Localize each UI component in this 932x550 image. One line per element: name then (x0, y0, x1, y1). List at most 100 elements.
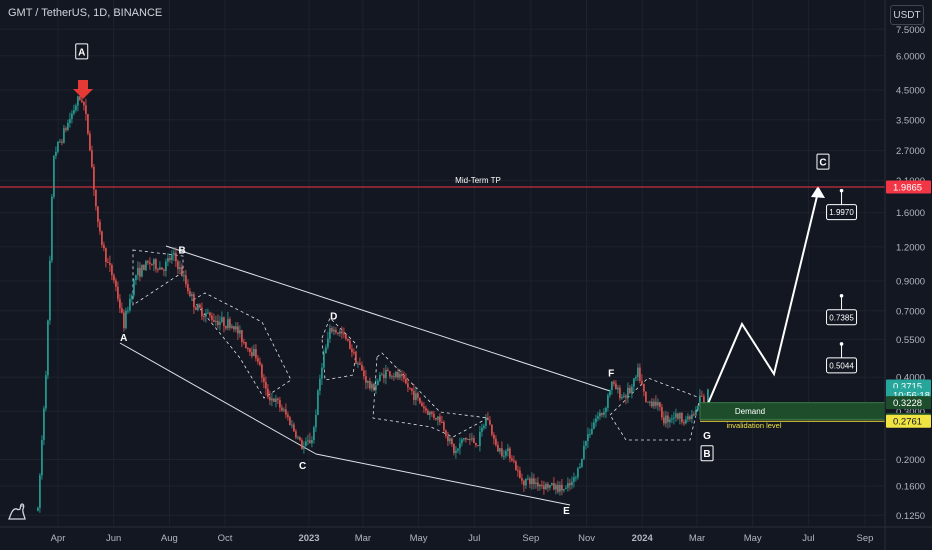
candle-body (491, 424, 493, 435)
symbol-title: GMT / TetherUS, 1D, BINANCE (8, 7, 163, 19)
candle-body (101, 231, 103, 245)
candle-body (367, 381, 369, 383)
candle-body (427, 410, 429, 415)
candle-body (347, 338, 349, 341)
candle-body (609, 389, 611, 396)
candle-body (133, 279, 135, 296)
candle-body (315, 414, 317, 428)
candle-body (281, 407, 283, 411)
candle-body (153, 259, 155, 265)
candle-body (415, 393, 417, 400)
candle-body (307, 440, 309, 442)
candle-body (217, 320, 219, 325)
candle-body (451, 438, 453, 444)
candle-body (215, 320, 217, 322)
candle-body (525, 478, 527, 486)
projection-arrowhead (811, 186, 825, 198)
candle-body (653, 401, 655, 407)
candle-body (575, 477, 577, 479)
time-tick-label: 2023 (298, 533, 319, 544)
candle-body (615, 383, 617, 390)
candle-body (309, 440, 311, 444)
candle-body (39, 475, 41, 508)
price-tick-label: 0.2000 (896, 455, 925, 466)
axis-price-tag (886, 396, 931, 410)
candle-body (589, 433, 591, 435)
target-box-value: 0.7385 (829, 313, 854, 322)
candle-body (287, 414, 289, 418)
candle-body (629, 387, 631, 393)
price-axis[interactable]: 7.50006.00004.50003.50002.70002.10001.60… (884, 0, 931, 550)
candle-body (509, 448, 511, 459)
time-tick-label: Jul (802, 533, 814, 544)
candle-body (565, 487, 567, 490)
candle-body (687, 416, 689, 420)
candle-body (125, 310, 127, 329)
candle-body (567, 483, 569, 488)
candle-body (503, 455, 505, 457)
candle-body (665, 415, 667, 424)
candle-body (621, 397, 623, 399)
candle-body (527, 478, 529, 480)
candle-body (43, 408, 45, 441)
candle-body (85, 105, 87, 115)
candle-body (469, 438, 471, 440)
candle-body (401, 374, 403, 377)
candle-body (141, 264, 143, 277)
candle-body (631, 386, 633, 393)
currency-button[interactable]: USDT (890, 5, 924, 25)
candle-body (457, 448, 459, 451)
candle-body (167, 258, 169, 262)
price-tick-label: 0.3000 (896, 407, 925, 418)
candle-body (339, 331, 341, 334)
candle-body (577, 468, 579, 478)
candle-body (211, 315, 213, 320)
time-tick-label: Mar (689, 533, 705, 544)
candle-body (493, 434, 495, 439)
candle-body (643, 384, 645, 392)
candle-body (533, 478, 535, 485)
candle-body (261, 364, 263, 378)
candle-body (483, 425, 485, 428)
candle-body (461, 439, 463, 444)
candle-body (193, 294, 195, 308)
candle-body (475, 442, 477, 446)
candle-body (595, 418, 597, 423)
pattern-lines (119, 245, 701, 506)
candle-body (471, 438, 473, 440)
candle-body (693, 414, 695, 416)
mid-term-tp-label: Mid-Term TP (455, 176, 501, 185)
candle-body (137, 267, 139, 276)
candle-body (591, 428, 593, 434)
candle-body (605, 407, 607, 413)
candle-body (599, 412, 601, 417)
candle-body (123, 312, 125, 329)
candle-body (429, 411, 431, 415)
candle-body (485, 417, 487, 426)
time-axis[interactable]: Apr Jun Aug Oct 2023 Mar May Jul Sep Nov 2024 Mar Ma… (0, 526, 932, 544)
candle-body (425, 408, 427, 411)
candle-body (37, 507, 39, 511)
candle-body (177, 261, 179, 270)
candle-body (637, 367, 639, 377)
candle-body (251, 352, 253, 357)
candle-body (435, 417, 437, 420)
candle-body (135, 275, 137, 280)
price-tick-label: 4.5000 (896, 85, 925, 96)
candle-body (345, 334, 347, 339)
candle-body (563, 489, 565, 491)
chart-grid (0, 0, 885, 527)
target-box (826, 309, 858, 326)
candle-body (343, 333, 345, 335)
candle-body (689, 416, 691, 420)
candle-body (241, 330, 243, 343)
candle-body (489, 420, 491, 425)
candle-body (585, 440, 587, 446)
candle-body (639, 367, 641, 381)
candle-body (667, 415, 669, 423)
candle-body (303, 446, 305, 449)
wave-label-box (700, 445, 714, 462)
candle-body (655, 401, 657, 406)
wave-label: B (703, 449, 710, 460)
